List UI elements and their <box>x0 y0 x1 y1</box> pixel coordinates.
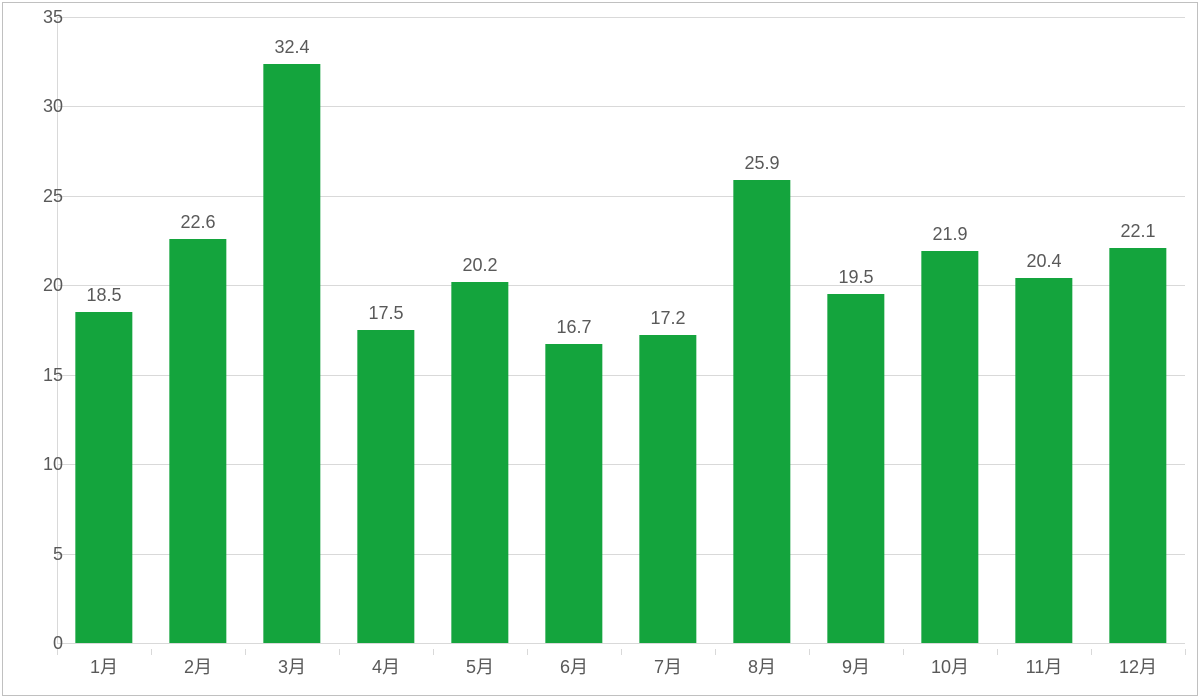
y-tick-label: 5 <box>23 545 63 563</box>
chart-frame: 18.5 22.6 32.4 17.5 20.2 16.7 17.2 25.9 19.5 21.9… <box>2 2 1198 696</box>
y-tick-label: 0 <box>23 634 63 652</box>
bar-value-label: 17.5 <box>368 303 403 324</box>
gridline <box>57 643 1185 644</box>
plot-area: 18.5 22.6 32.4 17.5 20.2 16.7 17.2 25.9 19.5 21.9… <box>57 17 1185 643</box>
x-tick <box>997 649 998 655</box>
bar-slot: 20.2 <box>433 17 527 643</box>
x-axis-labels: 1月2月3月4月5月6月7月8月9月10月11月12月 <box>57 649 1185 679</box>
x-tick <box>621 649 622 655</box>
x-tick-label: 10月 <box>903 649 997 679</box>
x-tick <box>809 649 810 655</box>
bar-value-label: 18.5 <box>86 285 121 306</box>
x-tick-label: 4月 <box>339 649 433 679</box>
x-tick-label: 1月 <box>57 649 151 679</box>
bar-slot: 18.5 <box>57 17 151 643</box>
bar: 18.5 <box>75 312 132 643</box>
x-tick <box>1091 649 1092 655</box>
bar-value-label: 22.1 <box>1120 221 1155 242</box>
y-tick-label: 10 <box>23 455 63 473</box>
bar-value-label: 25.9 <box>744 153 779 174</box>
bar-slot: 17.5 <box>339 17 433 643</box>
bar-slot: 21.9 <box>903 17 997 643</box>
bar-value-label: 16.7 <box>556 317 591 338</box>
bar: 22.1 <box>1109 248 1166 643</box>
x-tick-label: 8月 <box>715 649 809 679</box>
bar-value-label: 21.9 <box>932 224 967 245</box>
x-tick <box>1185 649 1186 655</box>
bar-value-label: 20.2 <box>462 255 497 276</box>
bars-container: 18.5 22.6 32.4 17.5 20.2 16.7 17.2 25.9 19.5 21.9… <box>57 17 1185 643</box>
bar-slot: 20.4 <box>997 17 1091 643</box>
bar-slot: 16.7 <box>527 17 621 643</box>
bar-value-label: 32.4 <box>274 37 309 58</box>
x-tick-label: 7月 <box>621 649 715 679</box>
x-tick <box>245 649 246 655</box>
bar: 32.4 <box>263 64 320 643</box>
x-tick-label: 12月 <box>1091 649 1185 679</box>
bar: 22.6 <box>169 239 226 643</box>
bar: 20.4 <box>1015 278 1072 643</box>
x-tick-label: 3月 <box>245 649 339 679</box>
y-tick-label: 35 <box>23 8 63 26</box>
bar-value-label: 17.2 <box>650 308 685 329</box>
x-tick <box>339 649 340 655</box>
bar-value-label: 20.4 <box>1026 251 1061 272</box>
bar: 19.5 <box>827 294 884 643</box>
bar: 17.5 <box>357 330 414 643</box>
bar: 21.9 <box>921 251 978 643</box>
x-tick <box>715 649 716 655</box>
bar-slot: 25.9 <box>715 17 809 643</box>
x-tick-label: 5月 <box>433 649 527 679</box>
bar-slot: 19.5 <box>809 17 903 643</box>
bar: 20.2 <box>451 282 508 643</box>
y-tick-label: 15 <box>23 366 63 384</box>
bar-value-label: 19.5 <box>838 267 873 288</box>
y-tick-label: 25 <box>23 187 63 205</box>
bar-slot: 22.6 <box>151 17 245 643</box>
x-tick-label: 11月 <box>997 649 1091 679</box>
y-tick-label: 30 <box>23 97 63 115</box>
bar-slot: 17.2 <box>621 17 715 643</box>
bar-value-label: 22.6 <box>180 212 215 233</box>
y-tick-label: 20 <box>23 276 63 294</box>
x-tick-label: 2月 <box>151 649 245 679</box>
bar: 17.2 <box>639 335 696 643</box>
bar-slot: 32.4 <box>245 17 339 643</box>
x-tick <box>433 649 434 655</box>
x-tick <box>527 649 528 655</box>
x-tick-label: 6月 <box>527 649 621 679</box>
x-tick-label: 9月 <box>809 649 903 679</box>
bar: 16.7 <box>545 344 602 643</box>
x-tick <box>151 649 152 655</box>
x-tick <box>903 649 904 655</box>
bar-slot: 22.1 <box>1091 17 1185 643</box>
bar: 25.9 <box>733 180 790 643</box>
